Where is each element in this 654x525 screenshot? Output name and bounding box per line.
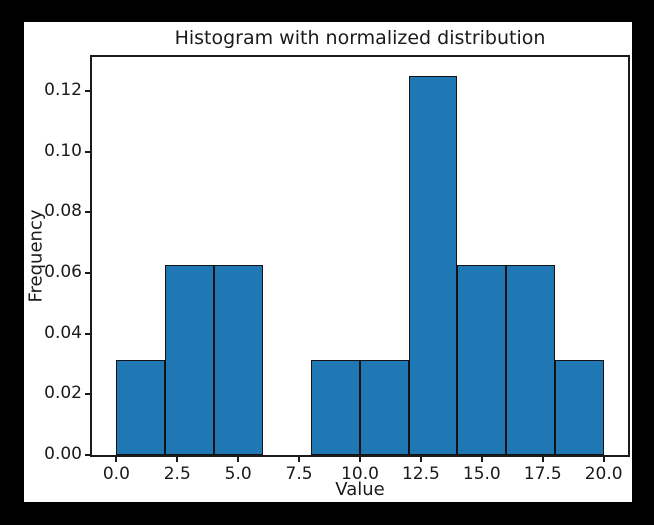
y-tick-label: 0.12 — [44, 80, 82, 101]
x-tick-label: 0.0 — [102, 464, 130, 484]
y-tick-label: 0.06 — [44, 262, 82, 283]
y-tick-label: 0.02 — [44, 383, 82, 404]
histogram-bar — [408, 75, 458, 455]
x-tick-mark — [298, 455, 301, 462]
histogram-bar — [506, 265, 555, 455]
y-tick-mark — [85, 454, 92, 456]
x-tick-mark — [480, 455, 483, 462]
y-tick-label: 0.04 — [44, 322, 82, 343]
x-tick-mark — [115, 455, 118, 462]
histogram-bar — [360, 360, 409, 455]
x-axis-label: Value — [335, 479, 385, 500]
figure-canvas: Histogram with normalized distribution F… — [24, 22, 632, 502]
y-tick-label: 0.00 — [44, 444, 82, 464]
histogram-bar — [165, 265, 214, 455]
x-tick-label: 15.0 — [462, 464, 501, 484]
x-tick-mark — [419, 455, 422, 462]
plot-area: 0.0 2.5 5.0 7.5 10.0 12.5 15.0 17.5 20.0 0.00 0.02… — [44, 55, 630, 484]
x-tick-label: 20.0 — [584, 464, 623, 484]
y-tick-mark — [85, 332, 92, 335]
y-tick-mark — [85, 393, 92, 396]
histogram-bar — [554, 360, 604, 455]
x-tick-mark — [602, 455, 605, 462]
x-tick-mark — [359, 455, 361, 462]
y-tick-label: 0.08 — [44, 201, 82, 222]
x-tick-label: 17.5 — [523, 464, 562, 484]
y-tick-mark — [85, 90, 92, 93]
chart-title: Histogram with normalized distribution — [174, 27, 546, 49]
y-tick-mark — [85, 211, 92, 214]
x-tick-label: 12.5 — [401, 464, 440, 484]
x-tick-label: 2.5 — [163, 464, 191, 484]
x-tick-mark — [176, 455, 179, 462]
y-tick-mark — [85, 150, 92, 153]
y-tick-label: 0.10 — [44, 140, 82, 161]
histogram-bar — [116, 360, 166, 455]
y-tick-mark — [85, 272, 92, 275]
histogram-bar — [213, 265, 263, 455]
y-axis-label: Frequency — [25, 209, 47, 303]
x-tick-label: 10.0 — [341, 464, 379, 484]
x-tick-mark — [237, 455, 240, 462]
x-tick-label: 7.5 — [285, 464, 313, 484]
histogram-bar — [457, 265, 507, 455]
x-tick-mark — [541, 455, 544, 462]
histogram-bar — [311, 360, 360, 455]
x-tick-label: 5.0 — [224, 464, 252, 484]
